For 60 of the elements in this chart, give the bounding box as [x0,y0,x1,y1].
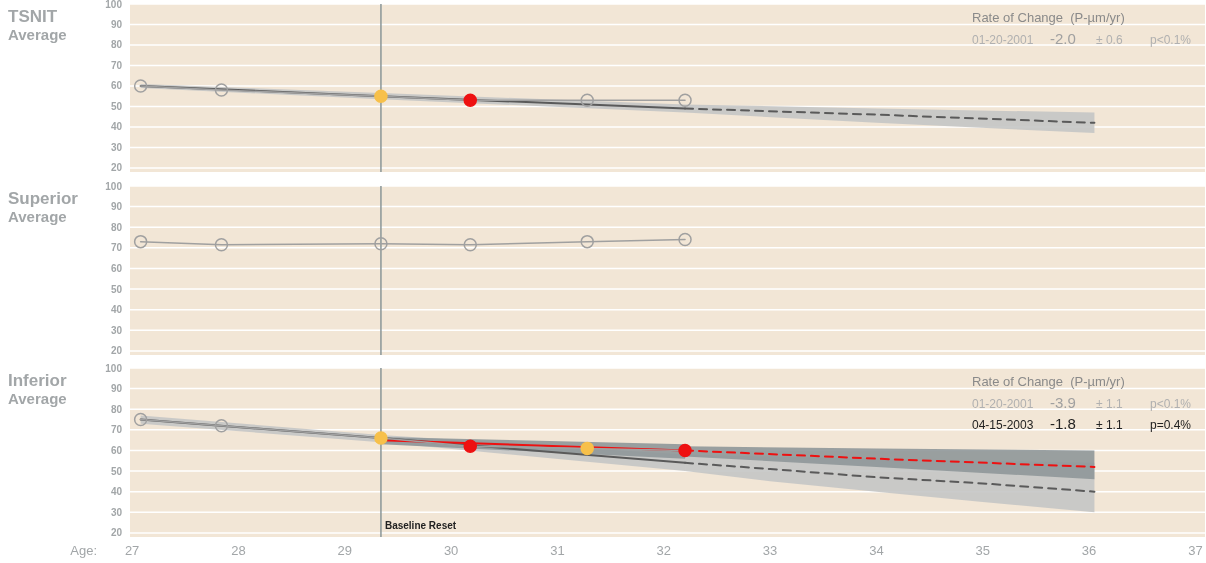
annotation: p<0.1% [1150,397,1192,411]
y-tick-label: 60 [110,262,123,274]
y-tick-label: 20 [110,345,123,357]
x-tick-label: 30 [443,543,459,558]
chart-title: Inferior [8,371,67,390]
x-tick-label: 36 [1081,543,1097,558]
annotation: Rate of Change (P-µm/yr) [972,374,1125,389]
annotation: 04-15-2003 [972,418,1034,432]
y-tick-label: 80 [110,403,123,415]
y-tick-label: 30 [110,506,123,518]
text: Average [8,26,67,43]
ref-line-label: Baseline Reset [384,520,457,531]
x-tick-label: 37 [1188,543,1203,558]
annotation: ± 0.6 [1096,33,1123,47]
y-tick-label: 90 [110,18,123,30]
annotation: -2.0 [1050,30,1076,47]
y-tick-label: 70 [110,424,123,436]
y-tick-label: 90 [110,201,123,213]
annotation: -1.8 [1050,415,1076,432]
y-tick-label: 70 [110,242,123,254]
x-tick-label: 34 [869,543,884,558]
y-tick-label: 40 [110,486,123,498]
annotation: Rate of Change (P-µm/yr) [972,10,1125,25]
y-tick-label: 20 [110,527,123,539]
text: Average [8,390,67,407]
annotation: ± 1.1 [1096,397,1123,411]
x-tick-label: 31 [550,543,565,558]
x-tick-label: 29 [337,543,353,558]
y-tick-label: 40 [110,304,123,316]
y-tick-label: 90 [110,383,123,395]
y-tick-label: 30 [110,324,123,336]
y-tick-label: 30 [110,141,123,153]
y-tick-label: 100 [105,180,123,192]
x-axis-title: Age: [70,543,97,558]
text: Average [8,208,67,225]
annotation: 01-20-2001 [972,33,1034,47]
y-tick-label: 80 [110,39,123,51]
x-tick-label: 33 [762,543,778,558]
x-tick-label: 35 [975,543,990,558]
y-tick-label: 50 [110,283,123,295]
y-tick-label: 100 [105,362,123,374]
y-tick-label: 20 [110,162,123,174]
annotation: 01-20-2001 [972,397,1034,411]
y-tick-label: 70 [110,59,123,71]
annotation: p=0.4% [1150,418,1192,432]
annotation: ± 1.1 [1096,418,1123,432]
y-tick-label: 100 [105,0,123,10]
chart-title: TSNIT [8,7,58,26]
y-tick-label: 40 [110,121,123,133]
annotation: p<0.1% [1150,33,1192,47]
y-tick-label: 60 [110,444,123,456]
y-tick-label: 80 [110,221,123,233]
x-tick-label: 32 [656,543,672,558]
annotation: -3.9 [1050,394,1076,411]
y-tick-label: 50 [110,465,123,477]
x-tick-label: 27 [124,543,140,558]
y-tick-label: 60 [110,80,123,92]
x-tick-label: 28 [231,543,246,558]
chart-title: Superior [8,189,79,208]
y-tick-label: 50 [110,100,123,112]
